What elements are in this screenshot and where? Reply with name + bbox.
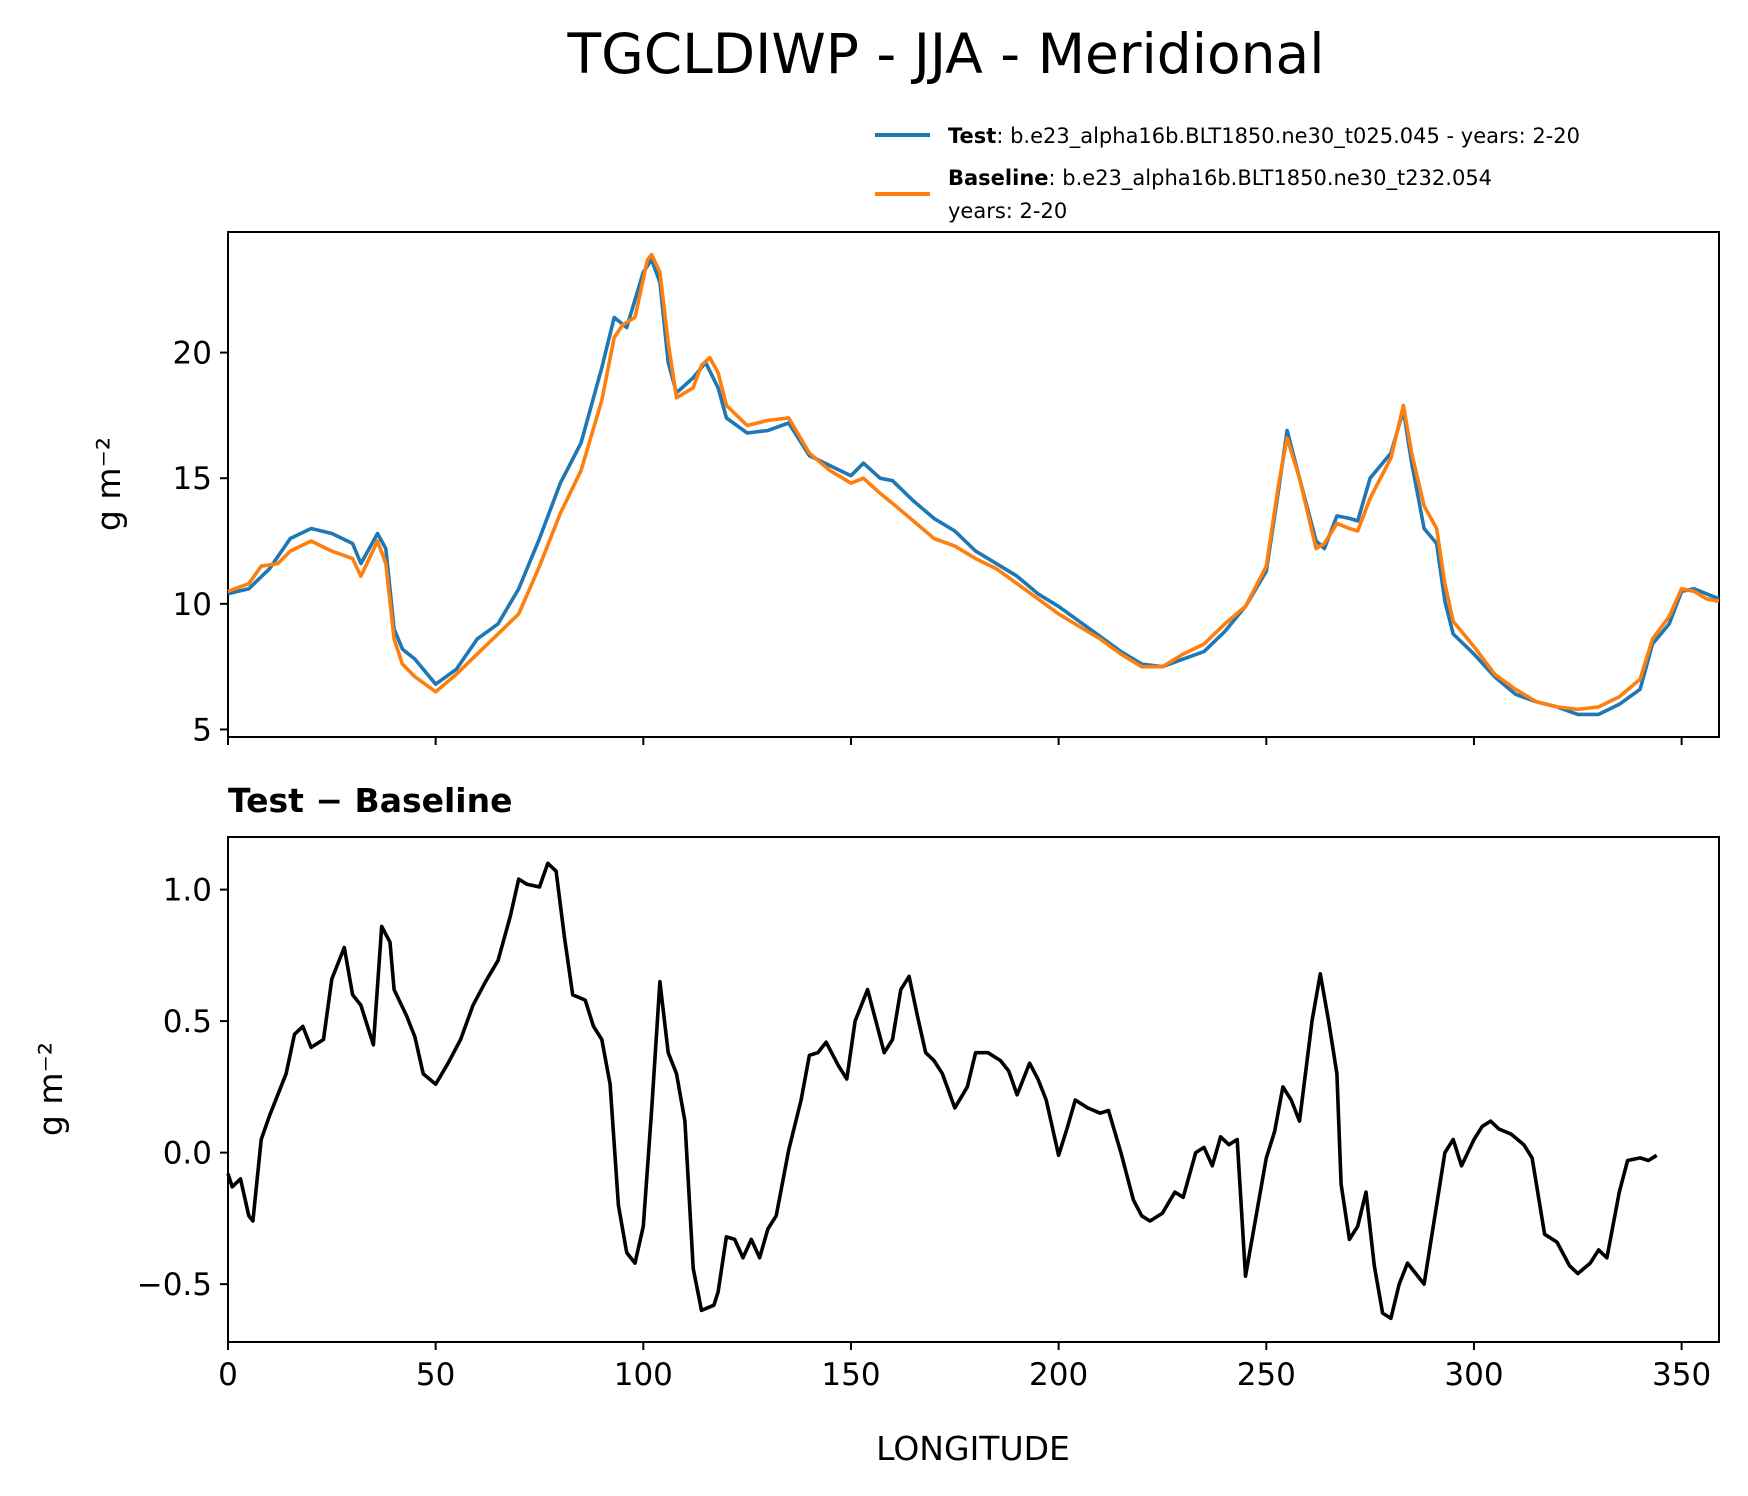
bottom-plot-frame bbox=[227, 836, 1720, 1343]
legend: Test: b.e23_alpha16b.BLT1850.ne30_t025.0… bbox=[875, 124, 1580, 223]
bottom-series-line-test-baseline bbox=[226, 861, 1658, 1321]
top-series-group bbox=[227, 252, 1720, 717]
legend-test-entry: Test: b.e23_alpha16b.BLT1850.ne30_t025.0… bbox=[948, 124, 1580, 149]
top-y-axis-label: g m⁻² bbox=[89, 437, 128, 531]
bottom-y-tick-label: 0.5 bbox=[163, 1004, 212, 1040]
top-y-tick-label: 10 bbox=[173, 587, 212, 623]
x-tick-label: 350 bbox=[1652, 1357, 1711, 1393]
bottom-y-tick-label: 0.0 bbox=[163, 1136, 212, 1172]
bottom-y-tick-label: 1.0 bbox=[163, 873, 212, 909]
x-tick-label: 50 bbox=[416, 1357, 455, 1393]
top-y-ticks: 5 10 15 20 bbox=[173, 336, 228, 748]
legend-baseline-text2: years: 2-20 bbox=[948, 199, 1067, 223]
x-tick-label: 0 bbox=[218, 1357, 238, 1393]
legend-baseline-label: Baseline bbox=[948, 166, 1049, 190]
x-tick-label: 150 bbox=[821, 1357, 880, 1393]
x-tick-label: 200 bbox=[1029, 1357, 1088, 1393]
top-series-line-test bbox=[227, 257, 1720, 717]
bottom-x-ticks: 0 50 100 150 200 250 300 350 bbox=[218, 1342, 1711, 1393]
top-panel: 5 10 15 20 g m⁻² bbox=[89, 231, 1720, 748]
top-y-tick-label: 5 bbox=[192, 712, 212, 748]
legend-baseline-entry: Baseline: b.e23_alpha16b.BLT1850.ne30_t2… bbox=[948, 166, 1492, 191]
bottom-panel-title: Test − Baseline bbox=[228, 781, 513, 820]
figure-title: TGCLDIWP - JJA - Meridional bbox=[567, 22, 1325, 86]
top-y-tick-label: 20 bbox=[173, 336, 212, 372]
x-tick-label: 300 bbox=[1444, 1357, 1503, 1393]
bottom-y-axis-label: g m⁻² bbox=[31, 1042, 70, 1136]
bottom-y-tick-label: −0.5 bbox=[137, 1267, 212, 1303]
x-tick-label: 250 bbox=[1237, 1357, 1296, 1393]
top-x-ticks bbox=[227, 737, 1683, 745]
top-series-line-baseline bbox=[227, 252, 1720, 712]
legend-baseline-text: : b.e23_alpha16b.BLT1850.ne30_t232.054 bbox=[1049, 166, 1493, 191]
legend-test-label: Test bbox=[948, 124, 996, 148]
x-axis-label: LONGITUDE bbox=[876, 1429, 1070, 1468]
bottom-panel: Test − Baseline −0.5 0.0 0.5 1.0 0 50 100 150 2… bbox=[31, 781, 1720, 1468]
legend-test-text: : b.e23_alpha16b.BLT1850.ne30_t025.045 -… bbox=[996, 124, 1580, 149]
top-plot-frame bbox=[227, 231, 1720, 738]
x-tick-label: 100 bbox=[614, 1357, 673, 1393]
bottom-y-ticks: −0.5 0.0 0.5 1.0 bbox=[137, 873, 228, 1303]
bottom-series-group bbox=[226, 861, 1658, 1321]
top-y-tick-label: 15 bbox=[173, 461, 212, 497]
